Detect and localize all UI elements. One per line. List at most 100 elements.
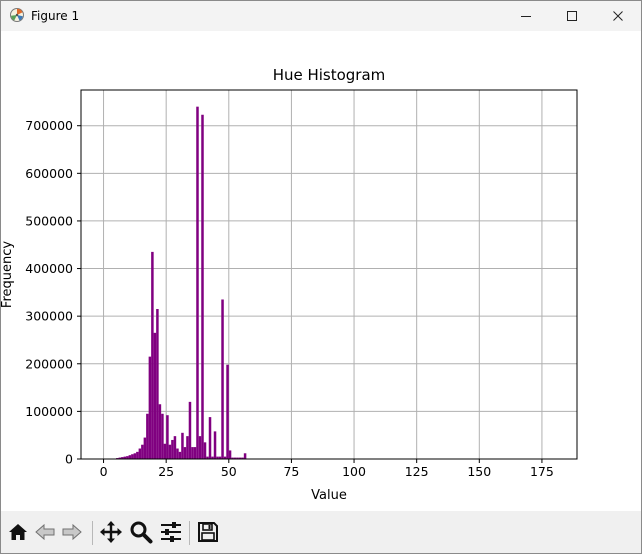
y-tick-label: 300000 — [25, 309, 73, 324]
histogram-bar — [133, 453, 137, 459]
histogram-bar — [181, 432, 184, 459]
y-axis-ticks: 0 100000 200000 300000 400000 500000 600000 700… — [25, 118, 81, 467]
histogram-bar — [126, 456, 129, 459]
matplotlib-app-icon — [10, 8, 24, 22]
histogram-bar — [228, 450, 232, 459]
histogram-bar — [243, 453, 247, 459]
chart-title: Hue Histogram — [273, 66, 386, 84]
minimize-icon — [521, 16, 531, 17]
histogram-bar — [158, 404, 162, 459]
histogram-bar — [163, 443, 167, 459]
histogram-chart: 0 25 50 75 100 125 150 175 0 100000 200000 300000 4… — [0, 66, 578, 503]
histogram-bar — [198, 436, 202, 459]
histogram-bar — [196, 106, 199, 459]
histogram-bar — [186, 436, 189, 459]
histogram-bar — [146, 413, 149, 459]
histogram-bar — [221, 299, 224, 459]
histogram-bar — [231, 457, 234, 459]
y-tick-label: 200000 — [25, 356, 73, 371]
histogram-bar — [151, 251, 154, 459]
arrow-right-icon — [62, 523, 82, 541]
histogram-bar — [173, 436, 177, 459]
histogram-bar — [148, 356, 152, 459]
magnifier-icon — [130, 521, 153, 544]
histogram-bar — [188, 401, 192, 459]
configure-subplots-button[interactable] — [158, 519, 184, 545]
y-tick-label: 500000 — [25, 213, 73, 228]
histogram-bar — [193, 447, 197, 459]
zoom-button[interactable] — [128, 519, 154, 545]
histogram-bar — [153, 332, 157, 459]
histogram-bar — [236, 457, 239, 459]
sliders-icon — [161, 522, 181, 542]
y-tick-label: 100000 — [25, 404, 73, 419]
x-tick-label: 25 — [158, 464, 174, 479]
floppy-icon — [198, 522, 218, 542]
histogram-bar — [191, 447, 194, 459]
maximize-icon — [567, 11, 577, 21]
maximize-button[interactable] — [549, 1, 595, 31]
histogram-bar — [218, 456, 222, 459]
navigation-toolbar — [1, 511, 641, 553]
histogram-bar — [233, 457, 237, 459]
y-tick-label: 0 — [65, 452, 73, 467]
y-tick-label: 600000 — [25, 166, 73, 181]
move-icon — [100, 521, 122, 543]
minimize-button[interactable] — [503, 1, 549, 31]
close-icon — [613, 11, 623, 21]
forward-button[interactable] — [59, 519, 85, 545]
y-axis-label: Frequency — [1, 241, 15, 308]
histogram-bar — [208, 417, 212, 459]
histogram-bar — [238, 457, 242, 459]
histogram-bar — [168, 444, 172, 459]
y-tick-label: 400000 — [25, 261, 73, 276]
histogram-bar — [171, 439, 174, 459]
histogram-bar — [156, 309, 159, 459]
histogram-bar — [203, 442, 207, 459]
histogram-bar — [226, 364, 229, 459]
histogram-bar — [128, 455, 132, 459]
figure-canvas[interactable]: 0 25 50 75 100 125 150 175 0 100000 200000 300000 4… — [0, 31, 641, 511]
x-tick-label: 0 — [100, 464, 108, 479]
arrow-left-icon — [35, 523, 55, 541]
window-title: Figure 1 — [31, 9, 80, 23]
x-tick-label: 150 — [467, 464, 491, 479]
histogram-bar — [166, 415, 169, 459]
save-button[interactable] — [195, 519, 221, 545]
home-icon — [9, 524, 27, 540]
toolbar-separator — [92, 521, 93, 545]
toolbar-separator — [189, 521, 190, 545]
close-button[interactable] — [595, 1, 641, 31]
title-bar[interactable]: Figure 1 — [1, 1, 641, 31]
histogram-bar — [206, 456, 209, 459]
histogram-bar — [141, 444, 144, 459]
pan-button[interactable] — [98, 519, 124, 545]
histogram-bar — [136, 451, 139, 459]
histogram-bar — [123, 456, 127, 459]
histogram-bar — [223, 456, 227, 459]
back-button[interactable] — [32, 519, 58, 545]
histogram-bar — [138, 448, 142, 459]
histogram-bar — [121, 457, 124, 459]
y-tick-label: 700000 — [25, 118, 73, 133]
histogram-bar — [183, 447, 187, 459]
histogram-bar — [201, 114, 204, 459]
x-tick-label: 175 — [530, 464, 554, 479]
plot-frame — [80, 89, 578, 460]
histogram-bar — [161, 413, 164, 459]
x-tick-label: 100 — [342, 464, 366, 479]
histogram-bar — [118, 457, 122, 459]
x-axis-ticks: 0 25 50 75 100 125 150 175 — [100, 459, 554, 479]
histogram-bar — [213, 431, 217, 459]
home-button[interactable] — [5, 519, 31, 545]
histogram-bars — [116, 106, 247, 459]
histogram-bar — [131, 454, 134, 459]
x-tick-label: 50 — [221, 464, 237, 479]
x-tick-label: 75 — [283, 464, 299, 479]
histogram-bar — [216, 456, 219, 459]
histogram-bar — [176, 448, 179, 459]
x-axis-label: Value — [311, 488, 347, 503]
histogram-bar — [143, 437, 147, 459]
histogram-bar — [241, 457, 244, 459]
